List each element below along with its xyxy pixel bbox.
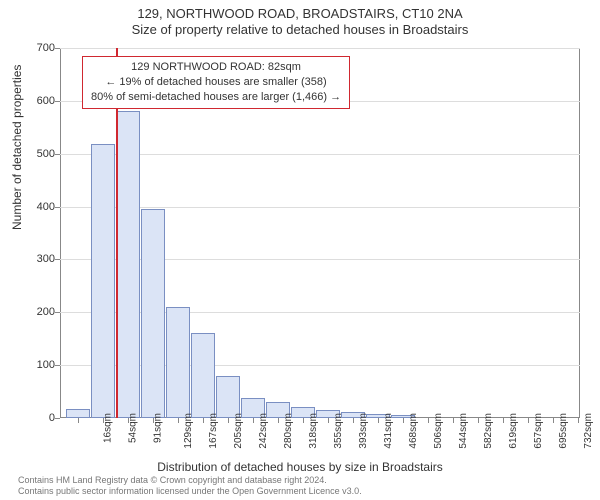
y-tick-label: 100 bbox=[15, 359, 55, 371]
x-tick-label: 280sqm bbox=[283, 413, 294, 449]
footer: Contains HM Land Registry data © Crown c… bbox=[18, 475, 362, 498]
x-tick-label: 91sqm bbox=[153, 413, 164, 443]
x-tick-label: 242sqm bbox=[258, 413, 269, 449]
x-tick-label: 16sqm bbox=[103, 413, 114, 443]
y-tick-label: 400 bbox=[15, 201, 55, 213]
y-tick-label: 200 bbox=[15, 306, 55, 318]
x-tick-label: 468sqm bbox=[408, 413, 419, 449]
x-axis-label: Distribution of detached houses by size … bbox=[0, 460, 600, 474]
title-line-1: 129, NORTHWOOD ROAD, BROADSTAIRS, CT10 2… bbox=[0, 0, 600, 21]
x-tick-label: 167sqm bbox=[208, 413, 219, 449]
y-tick-label: 600 bbox=[15, 95, 55, 107]
bar bbox=[141, 209, 165, 418]
x-tick-label: 393sqm bbox=[358, 413, 369, 449]
x-tick-label: 695sqm bbox=[558, 413, 569, 449]
y-tick-label: 700 bbox=[15, 42, 55, 54]
annotation-box: 129 NORTHWOOD ROAD: 82sqm ← 19% of detac… bbox=[82, 56, 350, 109]
bar bbox=[91, 144, 115, 418]
x-tick-label: 54sqm bbox=[128, 413, 139, 443]
y-tick-label: 300 bbox=[15, 253, 55, 265]
x-tick-label: 732sqm bbox=[583, 413, 594, 449]
bar bbox=[116, 111, 140, 418]
annotation-line-3: 80% of semi-detached houses are larger (… bbox=[91, 90, 341, 105]
bar bbox=[191, 333, 215, 418]
y-tick-label: 0 bbox=[15, 412, 55, 424]
bar bbox=[166, 307, 190, 418]
footer-line-2: Contains public sector information licen… bbox=[18, 486, 362, 497]
chart-container: 129, NORTHWOOD ROAD, BROADSTAIRS, CT10 2… bbox=[0, 0, 600, 500]
bar bbox=[66, 409, 90, 419]
x-tick-label: 657sqm bbox=[533, 413, 544, 449]
x-tick-label: 582sqm bbox=[483, 413, 494, 449]
footer-line-1: Contains HM Land Registry data © Crown c… bbox=[18, 475, 362, 486]
x-tick-label: 129sqm bbox=[183, 413, 194, 449]
x-tick-label: 318sqm bbox=[308, 413, 319, 449]
x-tick-label: 544sqm bbox=[458, 413, 469, 449]
y-tick-label: 500 bbox=[15, 148, 55, 160]
x-tick-label: 506sqm bbox=[433, 413, 444, 449]
annotation-line-1: 129 NORTHWOOD ROAD: 82sqm bbox=[91, 60, 341, 75]
x-tick-label: 355sqm bbox=[333, 413, 344, 449]
x-tick-label: 431sqm bbox=[383, 413, 394, 449]
x-tick-label: 205sqm bbox=[233, 413, 244, 449]
x-tick-label: 619sqm bbox=[508, 413, 519, 449]
bar bbox=[216, 376, 240, 418]
annotation-line-2: ← 19% of detached houses are smaller (35… bbox=[91, 75, 341, 90]
title-line-2: Size of property relative to detached ho… bbox=[0, 22, 600, 37]
